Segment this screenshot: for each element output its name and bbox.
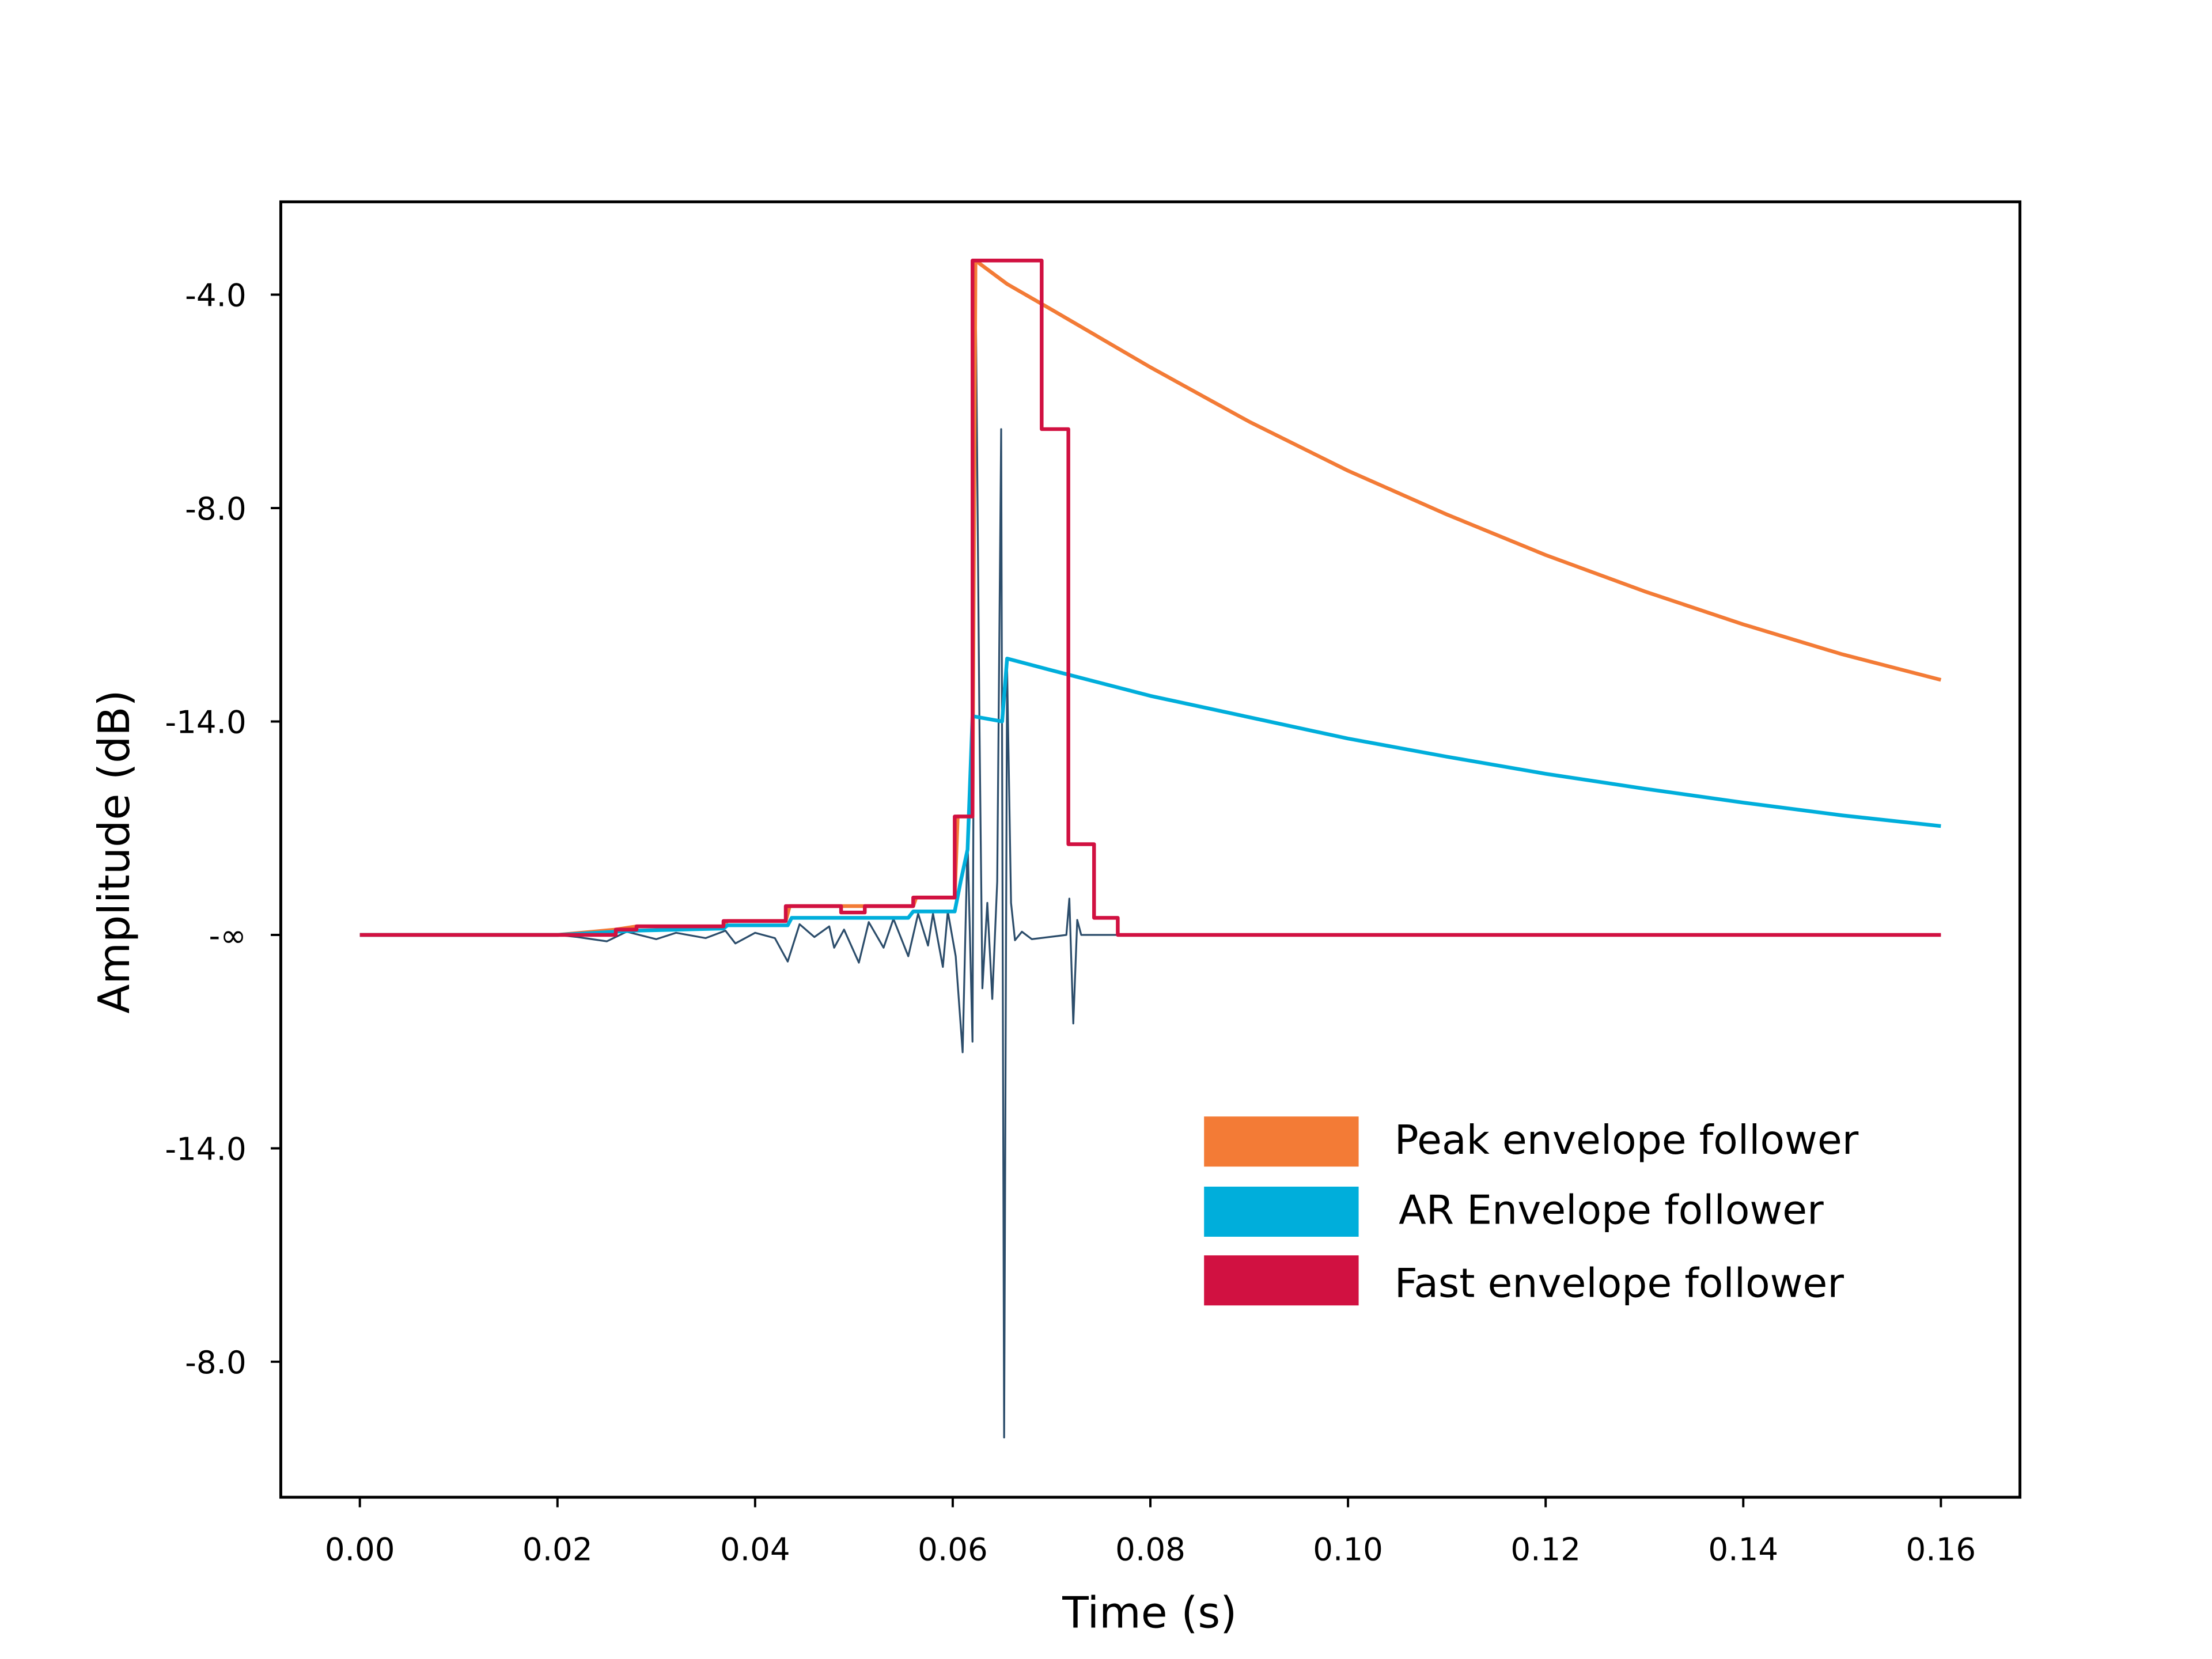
y-tick-label: -8.0 <box>185 490 247 527</box>
x-tick-label: 0.06 <box>918 1531 988 1568</box>
x-tick-label: 0.14 <box>1708 1531 1778 1568</box>
fast-envelope-line <box>359 259 1941 937</box>
legend-swatch-fast <box>1204 1255 1359 1306</box>
y-axis-label: Amplitude (dB) <box>89 690 139 1013</box>
x-tick-label: 0.04 <box>720 1531 790 1568</box>
x-tick-label: 0.02 <box>522 1531 593 1568</box>
x-axis-label: Time (s) <box>1062 1588 1237 1638</box>
legend-swatch-ar <box>1204 1186 1359 1237</box>
legend-label-peak: Peak envelope follower <box>1395 1117 1859 1164</box>
x-tick-label: 0.00 <box>325 1531 395 1568</box>
x-tick-label: 0.12 <box>1510 1531 1581 1568</box>
y-tick-label: -∞ <box>209 917 247 954</box>
x-tick-label: 0.10 <box>1313 1531 1383 1568</box>
y-tick-label: -4.0 <box>185 276 247 313</box>
x-tick-label: 0.08 <box>1115 1531 1185 1568</box>
y-axis: -4.0 -8.0 -14.0 -∞ -14.0 -8.0 <box>165 276 281 1381</box>
legend: Peak envelope follower AR Envelope follo… <box>1204 1116 1859 1306</box>
legend-label-fast: Fast envelope follower <box>1395 1260 1844 1306</box>
legend-label-ar: AR Envelope follower <box>1399 1187 1824 1234</box>
y-tick-label: -8.0 <box>185 1344 247 1381</box>
x-tick-label: 0.16 <box>1906 1531 1976 1568</box>
waveform-line <box>359 262 1941 1439</box>
y-tick-label: -14.0 <box>165 703 246 740</box>
legend-swatch-peak <box>1204 1116 1359 1167</box>
y-tick-label: -14.0 <box>165 1130 246 1167</box>
x-axis: 0.00 0.02 0.04 0.06 0.08 0.10 0.12 0.14 0.16 <box>325 1497 1976 1568</box>
series-layer <box>359 259 1942 1439</box>
